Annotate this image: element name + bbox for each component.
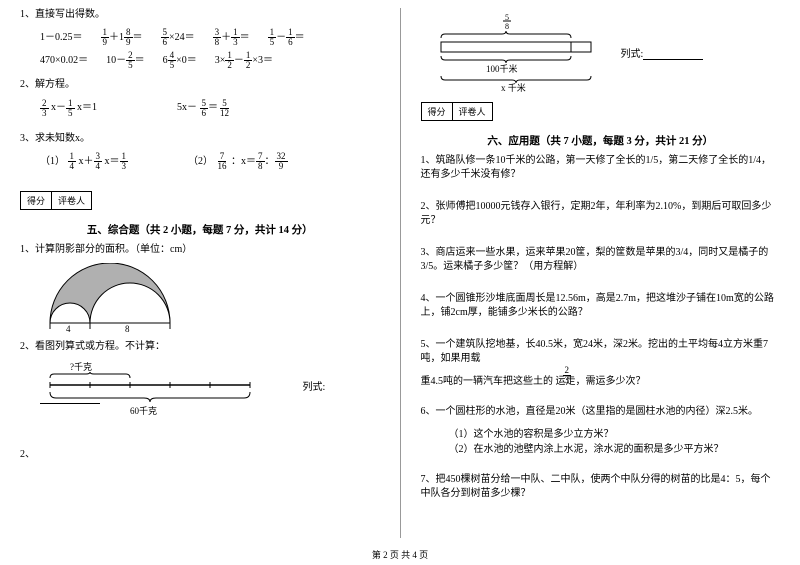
q3-eq2: （2） 716 ：x＝78：329 (188, 152, 288, 171)
q3-eq1: （1） 14 x＋34 x＝13 (40, 152, 128, 171)
label-4: 4 (66, 324, 71, 333)
q5-frac: 23 (563, 366, 572, 385)
q3-equations: （1） 14 x＋34 x＝13 （2） 716 ：x＝78：329 (20, 152, 380, 171)
right-column: 5 8 100千米 x 千米 列式: 得分 评卷人 六、应用题（共 7 小题，每… (421, 8, 781, 538)
r-q1: 1、筑路队修一条10千米的公路，第一天修了全长的1/5，第二天修了全长的1/4，… (421, 154, 781, 182)
top-label: ?千克 (70, 362, 92, 372)
q1-title: 1、直接写出得数。 (20, 8, 380, 22)
q5-1-title: 1、计算阴影部分的面积。（单位：cm） (20, 243, 380, 257)
bracket-figure-1: ?千克 60千克 列式: (40, 360, 380, 444)
bottom-label: 60千克 (130, 406, 157, 416)
r-q3: 3、商店运来一些水果，运来苹果20筐，梨的筐数是苹果的3/4，同时又是橘子的3/… (421, 246, 781, 274)
formula-label-2: 列式: (621, 45, 704, 60)
mid-label: 100千米 (486, 63, 518, 74)
r-q4: 4、一个圆锥形沙堆底面周长是12.56m，高是2.7m，把这堆沙子铺在10m宽的… (421, 292, 781, 320)
svg-text:5: 5 (505, 13, 509, 22)
section5-title: 五、综合题（共 2 小题，每题 7 分，共计 14 分） (20, 222, 380, 237)
eq2: 5x－ 56＝512 (177, 98, 231, 117)
q1-row2: 470×0.02＝10－25＝645×0＝3×12－12×3＝ (20, 51, 380, 70)
r-q6-1: （1）这个水池的容积是多少立方米？ (421, 425, 781, 440)
left-column: 1、直接写出得数。 1－0.25＝19＋189＝56×24＝38＋13＝15－1… (20, 8, 380, 538)
q2-title: 2、解方程。 (20, 78, 380, 92)
r-q2: 2、张师傅把10000元钱存入银行，定期2年，年利率为2.10%，到期后可取回多… (421, 200, 781, 228)
column-divider (400, 8, 401, 538)
svg-text:8: 8 (505, 22, 509, 31)
bot-label: x 千米 (501, 82, 526, 92)
r-q5-line2: 重4.5吨的一辆汽车把这些土的 运走，需运多少次？ 23 (421, 372, 781, 387)
semicircle-figure: 4 8 (40, 263, 380, 336)
q2-equations: 23 x－15 x＝1 5x－ 56＝512 (20, 98, 380, 117)
page-footer: 第 2 页 共 4 页 (0, 548, 800, 561)
top-frac: 5 8 (503, 13, 511, 31)
r-q6: 6、一个圆柱形的水池，直径是20米（这里指的是圆柱水池的内径）深2.5米。 (421, 405, 781, 419)
label-8: 8 (125, 324, 130, 333)
q5-2-title: 2、看图列算式或方程。不计算： (20, 340, 380, 354)
section6-header: 得分 评卷人 (421, 102, 781, 125)
r-q5: 5、一个建筑队挖地基，长40.5米，宽24米，深2米。挖出的土平均每4立方米重7… (421, 338, 781, 366)
score-box-5: 得分 评卷人 (20, 191, 92, 210)
r-q7: 7、把450棵树苗分给一中队、二中队，使两个中队分得的树苗的比是4：5，每个中队… (421, 473, 781, 501)
r-q6-2: （2）在水池的池壁内涂上水泥，涂水泥的面积是多少平方米？ (421, 440, 781, 455)
bracket-figure-2: 5 8 100千米 x 千米 列式: (431, 12, 781, 92)
section6-title: 六、应用题（共 7 小题，每题 3 分，共计 21 分） (421, 133, 781, 148)
q1-row1: 1－0.25＝19＋189＝56×24＝38＋13＝15－16＝ (20, 28, 380, 47)
section5-header: 得分 评卷人 (20, 191, 380, 214)
q5-2-trailing: 2、 (20, 448, 380, 462)
eq1: 23 x－15 x＝1 (40, 98, 97, 117)
score-box-6: 得分 评卷人 (421, 102, 493, 121)
q3-title: 3、求未知数x。 (20, 132, 380, 146)
